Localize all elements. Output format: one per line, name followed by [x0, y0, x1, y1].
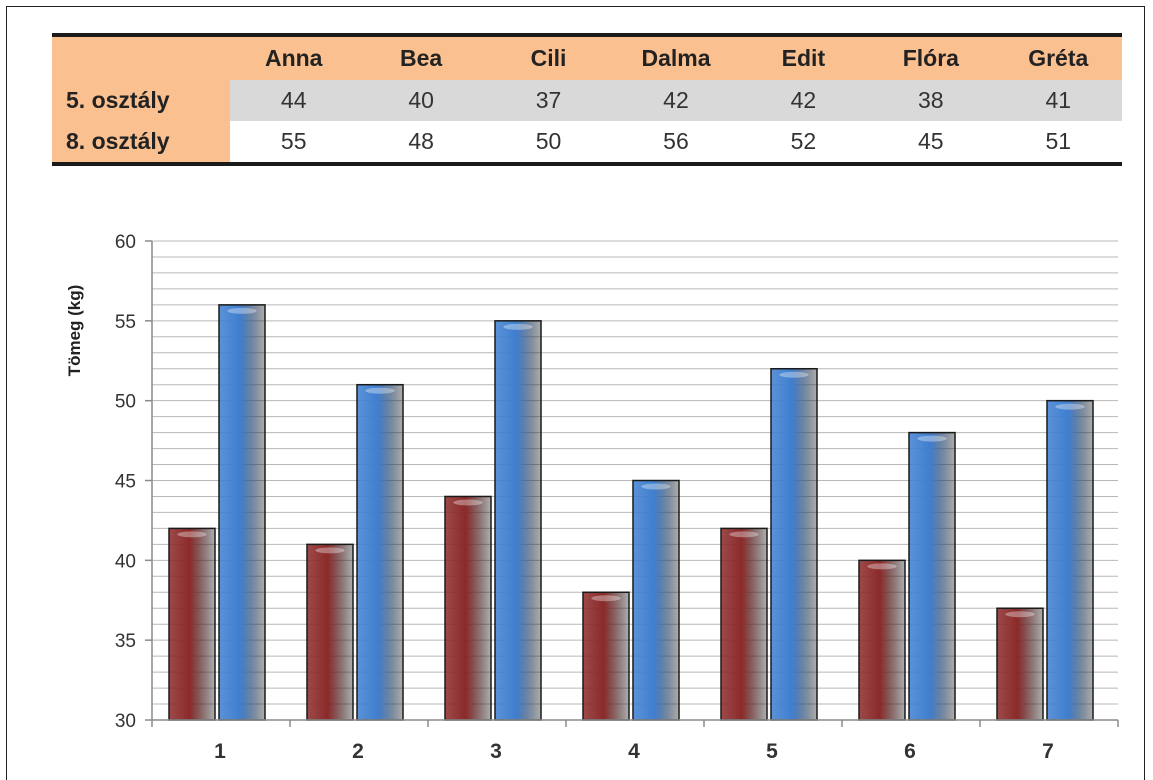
y-tick-label: 35: [115, 631, 136, 652]
table-cell: 42: [739, 80, 868, 121]
bar-highlight: [729, 531, 759, 538]
column-header: Dalma: [612, 35, 740, 80]
bar-series-1: [858, 559, 906, 721]
x-tick-label: 5: [766, 740, 778, 763]
bar-series-2: [632, 479, 680, 721]
bar-series-1: [720, 527, 768, 721]
bar-series-2: [218, 304, 266, 721]
weight-table: Anna Bea Cili Dalma Edit Flóra Gréta 5. …: [52, 33, 1122, 166]
bar-series-1: [306, 543, 354, 721]
table-corner-cell: [52, 35, 230, 80]
table-cell: 41: [994, 80, 1122, 121]
bars: [168, 304, 1094, 721]
table-cell: 38: [867, 80, 995, 121]
table-row: 5. osztály 44 40 37 42 42 38 41: [52, 80, 1122, 121]
bar-series-2: [356, 383, 404, 721]
bar-series-1: [168, 527, 216, 721]
bar-highlight: [1055, 403, 1085, 410]
y-tick-label: 45: [115, 472, 136, 493]
x-tick-label: 7: [1042, 740, 1054, 763]
bar-highlight: [1005, 611, 1035, 618]
column-header: Bea: [357, 35, 485, 80]
x-tick-label: 3: [490, 740, 502, 763]
column-header: Cili: [484, 35, 613, 80]
row-header: 5. osztály: [52, 80, 230, 121]
table-cell: 44: [230, 80, 358, 121]
table-cell: 55: [230, 121, 358, 164]
column-header: Flóra: [867, 35, 995, 80]
bar-series-1: [582, 591, 630, 721]
column-header: Anna: [230, 35, 358, 80]
table-cell: 40: [357, 80, 485, 121]
bar-highlight: [315, 547, 345, 554]
table-cell: 48: [357, 121, 485, 164]
table-cell: 52: [739, 121, 868, 164]
bar-series-2: [908, 431, 956, 721]
bar-highlight: [779, 371, 809, 378]
y-tick-label: 40: [115, 551, 136, 572]
table-cell: 50: [484, 121, 613, 164]
x-tick-label: 4: [628, 740, 640, 763]
column-header: Edit: [739, 35, 868, 80]
table-cell: 42: [612, 80, 740, 121]
bar-highlight: [641, 483, 671, 490]
bar-series-2: [770, 367, 818, 721]
row-header: 8. osztály: [52, 121, 230, 164]
y-tick-label: 55: [115, 312, 136, 333]
table-header-row: Anna Bea Cili Dalma Edit Flóra Gréta: [52, 35, 1122, 80]
bar-series-1: [996, 607, 1044, 721]
y-tick-label: 60: [115, 232, 136, 253]
table-cell: 45: [867, 121, 995, 164]
x-tick-label: 2: [352, 740, 364, 763]
bar-highlight: [453, 499, 483, 506]
bar-highlight: [917, 435, 947, 442]
bar-highlight: [591, 595, 621, 602]
column-header: Gréta: [994, 35, 1122, 80]
y-tick-label: 50: [115, 392, 136, 413]
table-cell: 56: [612, 121, 740, 164]
bar-highlight: [365, 387, 395, 394]
x-tick-label: 1: [214, 740, 226, 763]
bar-highlight: [867, 563, 897, 570]
bar-series-2: [494, 320, 542, 721]
table-cell: 37: [484, 80, 613, 121]
bar-highlight: [503, 323, 533, 330]
x-tick-label: 6: [904, 740, 916, 763]
bar-series-1: [444, 495, 492, 721]
bar-highlight: [177, 531, 207, 538]
table-cell: 51: [994, 121, 1122, 164]
table-row: 8. osztály 55 48 50 56 52 45 51: [52, 121, 1122, 164]
y-axis-title: Tömeg (kg): [65, 285, 84, 377]
bar-highlight: [227, 307, 257, 314]
bar-series-2: [1046, 399, 1094, 721]
y-tick-label: 30: [115, 711, 136, 732]
